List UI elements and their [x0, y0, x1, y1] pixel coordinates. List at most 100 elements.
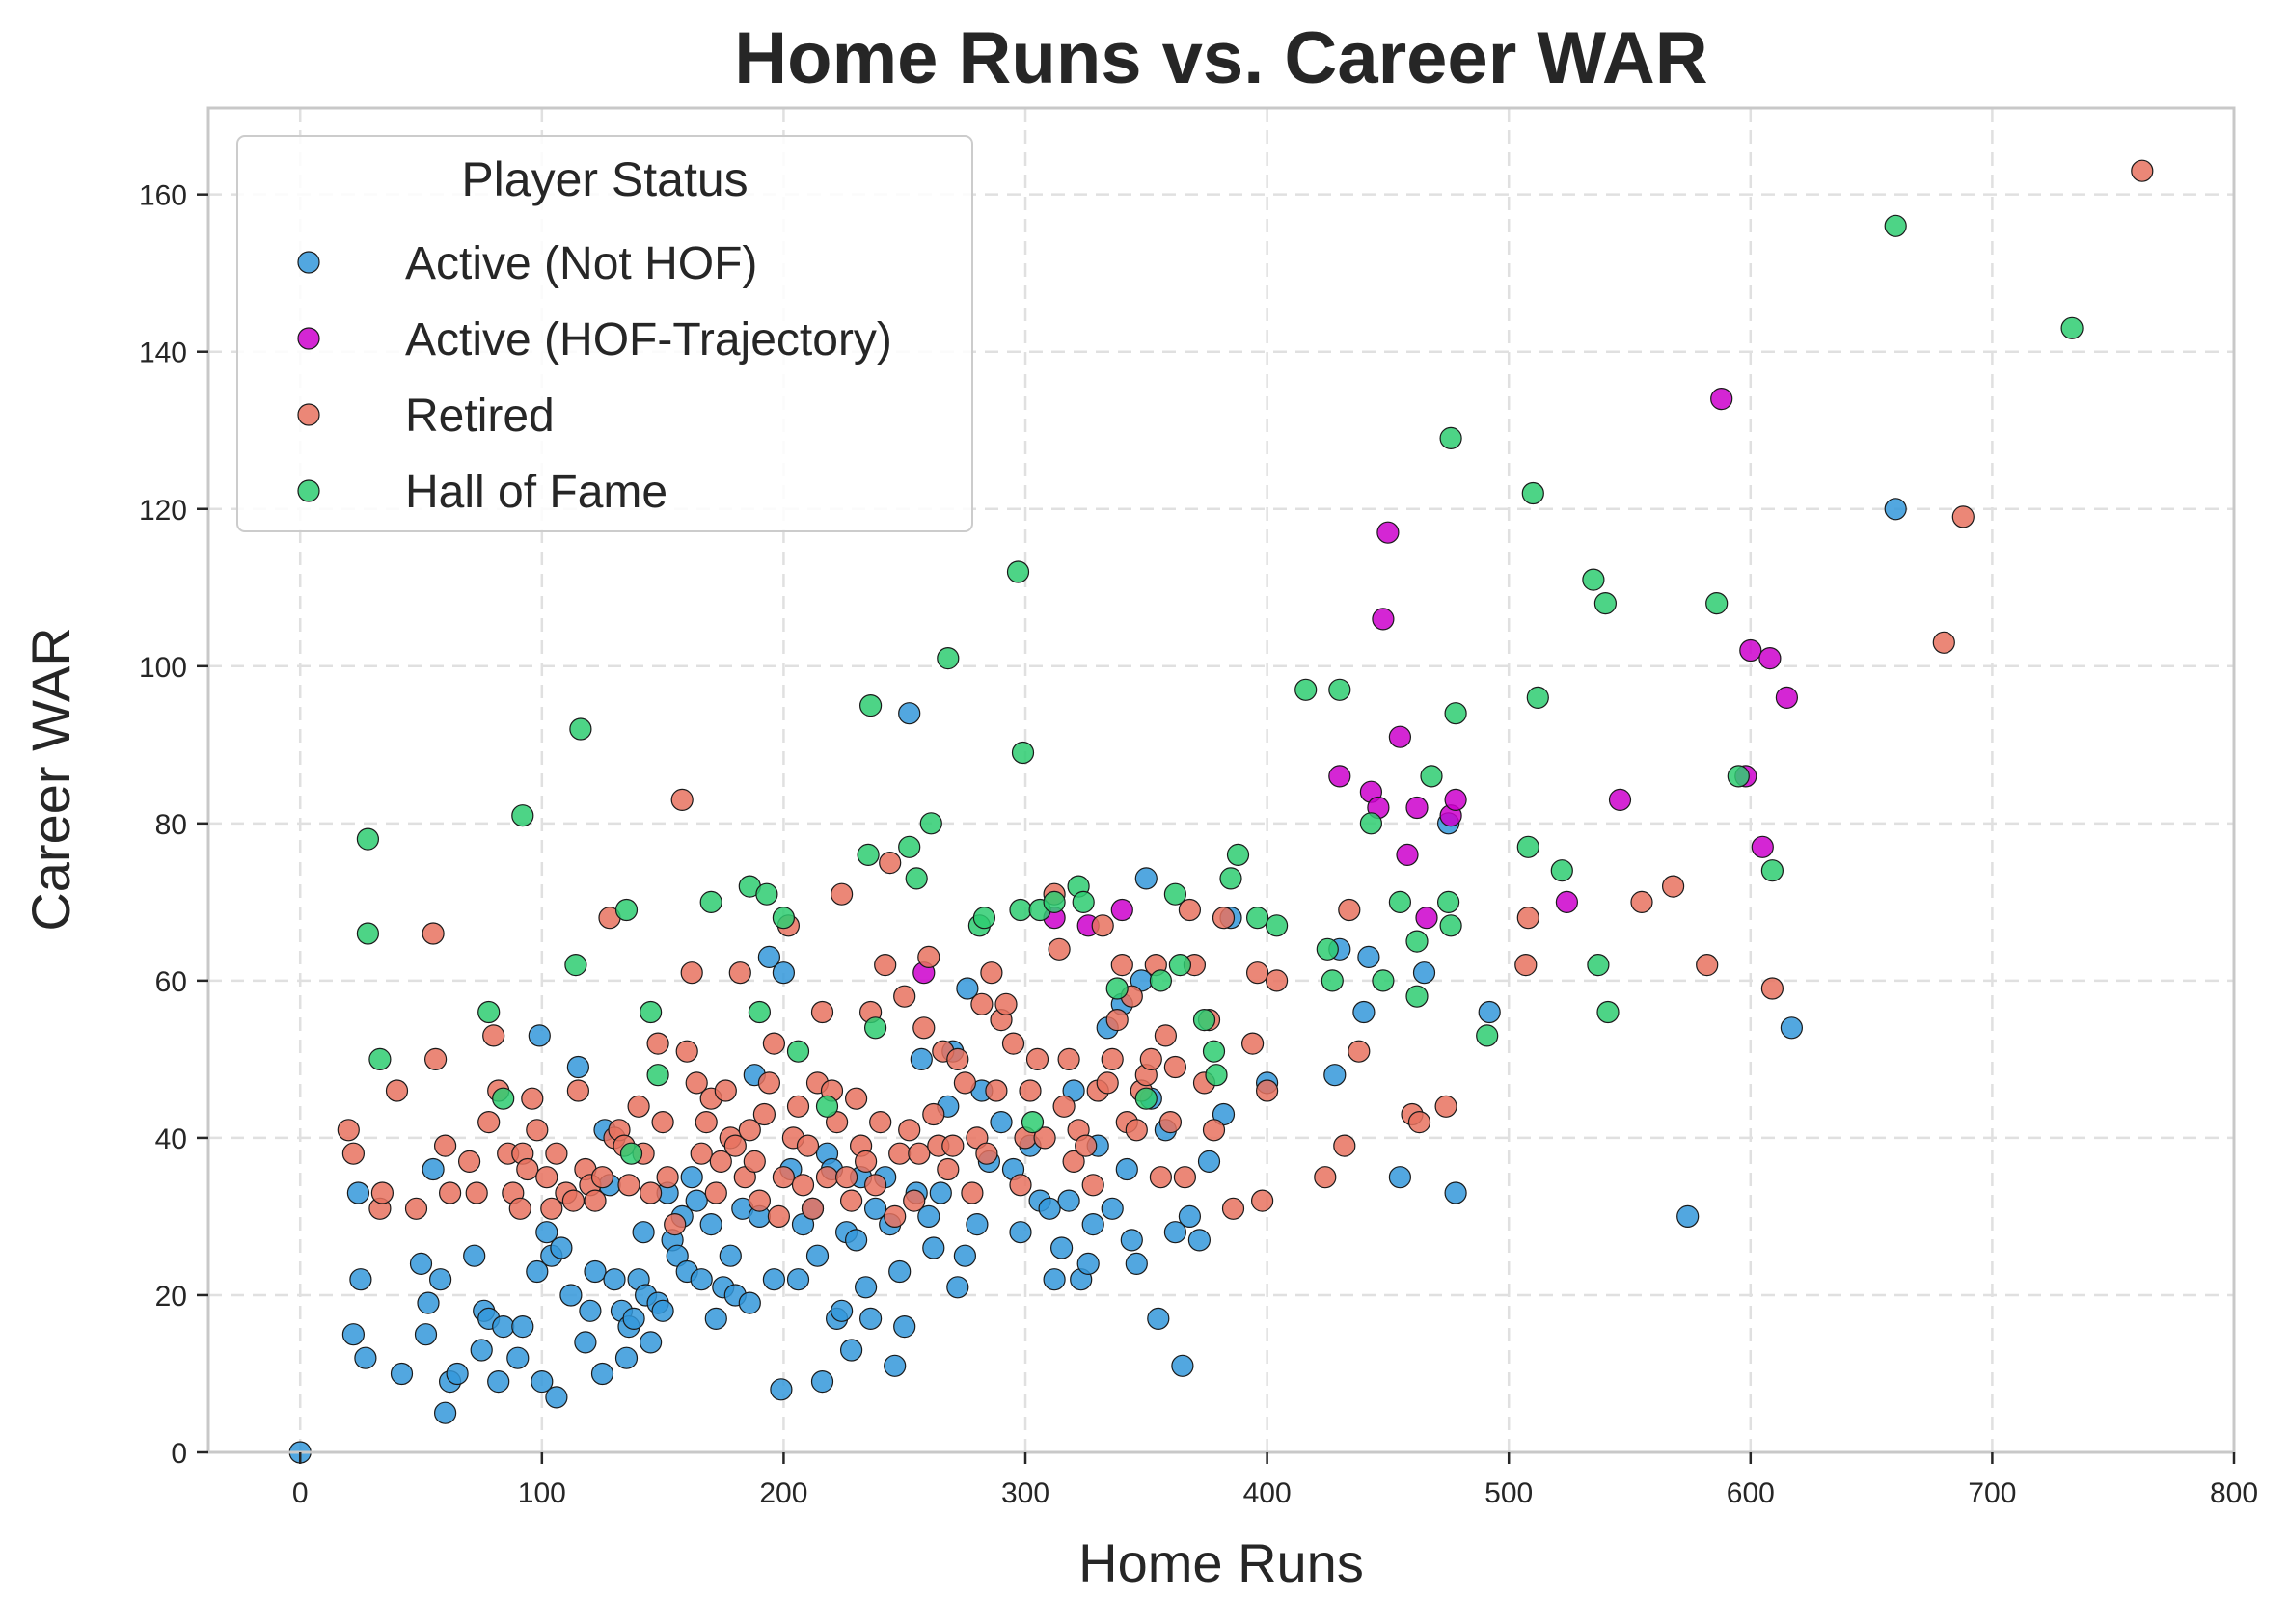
data-point — [341, 1323, 365, 1346]
data-point — [1158, 1110, 1183, 1134]
data-point — [1521, 481, 1544, 505]
data-point — [424, 1047, 448, 1071]
data-point — [1125, 1119, 1148, 1142]
axis-ticks — [197, 193, 2236, 1464]
data-point — [1245, 907, 1269, 930]
data-point — [854, 1150, 878, 1174]
data-point — [752, 1102, 776, 1126]
data-point — [709, 1150, 732, 1174]
data-point — [919, 812, 942, 835]
data-point — [521, 1087, 544, 1110]
data-point — [584, 1259, 607, 1284]
data-point — [465, 1181, 488, 1204]
data-point — [1439, 914, 1462, 937]
data-point — [477, 1000, 501, 1024]
data-point — [1434, 1095, 1457, 1118]
data-point — [1033, 1126, 1056, 1150]
data-point — [898, 835, 921, 858]
data-point — [368, 1047, 392, 1071]
data-point — [545, 1386, 568, 1409]
data-point — [1057, 1047, 1080, 1071]
legend-box — [236, 135, 973, 532]
data-point — [1405, 985, 1429, 1008]
data-point — [646, 1032, 669, 1055]
data-point — [1396, 843, 1419, 867]
data-point — [1436, 890, 1460, 914]
data-point — [801, 1197, 825, 1220]
data-point — [1221, 1197, 1245, 1220]
data-point — [584, 1189, 607, 1212]
data-point — [1025, 1047, 1049, 1071]
data-point — [839, 1339, 863, 1362]
y-tick-label: 60 — [155, 966, 187, 998]
data-point — [1168, 953, 1192, 977]
data-point — [1526, 686, 1549, 710]
data-point — [632, 1221, 655, 1244]
data-point — [506, 1346, 530, 1369]
data-point — [1178, 898, 1202, 922]
y-tick-label: 40 — [155, 1123, 187, 1155]
legend-marker — [297, 403, 320, 426]
data-point — [1139, 1047, 1162, 1071]
data-point — [898, 702, 921, 725]
data-point — [1328, 765, 1351, 788]
data-point — [1514, 953, 1538, 977]
y-axis-title: Career WAR — [20, 627, 81, 931]
data-point — [482, 1024, 505, 1047]
data-point — [1105, 977, 1129, 1000]
data-point — [564, 953, 587, 977]
data-point — [844, 1229, 868, 1252]
y-tick-label: 120 — [139, 495, 187, 527]
data-point — [738, 1291, 761, 1314]
data-point — [690, 1142, 713, 1165]
data-point — [574, 1331, 597, 1354]
x-tick-label: 0 — [292, 1477, 309, 1509]
data-point — [508, 1197, 531, 1220]
data-point — [1110, 953, 1133, 977]
y-tick-label: 100 — [139, 652, 187, 684]
data-point — [526, 1119, 549, 1142]
data-point — [1081, 1212, 1104, 1236]
data-point — [680, 961, 703, 985]
data-point — [617, 1174, 640, 1197]
data-point — [953, 1244, 977, 1267]
data-point — [1043, 890, 1066, 914]
data-point — [755, 882, 778, 906]
data-point — [1780, 1016, 1804, 1040]
data-point — [370, 1181, 394, 1204]
data-point — [772, 1166, 796, 1189]
data-point — [1240, 1032, 1265, 1055]
data-point — [590, 1362, 614, 1386]
data-point — [1125, 1252, 1148, 1276]
data-point — [1076, 1252, 1100, 1276]
data-point — [664, 1212, 687, 1236]
data-point — [762, 1032, 786, 1055]
data-point — [639, 1331, 663, 1354]
data-point — [767, 1204, 791, 1229]
legend-title: Player Status — [461, 152, 748, 206]
data-point — [422, 922, 445, 945]
data-point — [704, 1181, 727, 1204]
data-point — [545, 1142, 568, 1165]
data-point — [966, 1212, 989, 1236]
data-point — [1705, 591, 1729, 615]
data-point — [651, 1110, 674, 1134]
data-point — [614, 898, 639, 922]
data-point — [1328, 678, 1351, 701]
data-point — [429, 1268, 452, 1291]
data-point — [1593, 591, 1618, 615]
data-point — [492, 1087, 515, 1110]
data-point — [1147, 1307, 1170, 1331]
data-point — [1075, 1134, 1098, 1157]
data-point — [699, 1212, 722, 1236]
data-point — [434, 1401, 457, 1424]
data-point — [1006, 560, 1030, 583]
data-point — [1444, 702, 1467, 725]
data-point — [1661, 875, 1685, 898]
data-point — [839, 1189, 863, 1212]
y-tick-label: 140 — [139, 338, 187, 369]
data-point — [1630, 890, 1653, 914]
data-point — [908, 1142, 931, 1165]
data-point — [941, 1134, 965, 1157]
